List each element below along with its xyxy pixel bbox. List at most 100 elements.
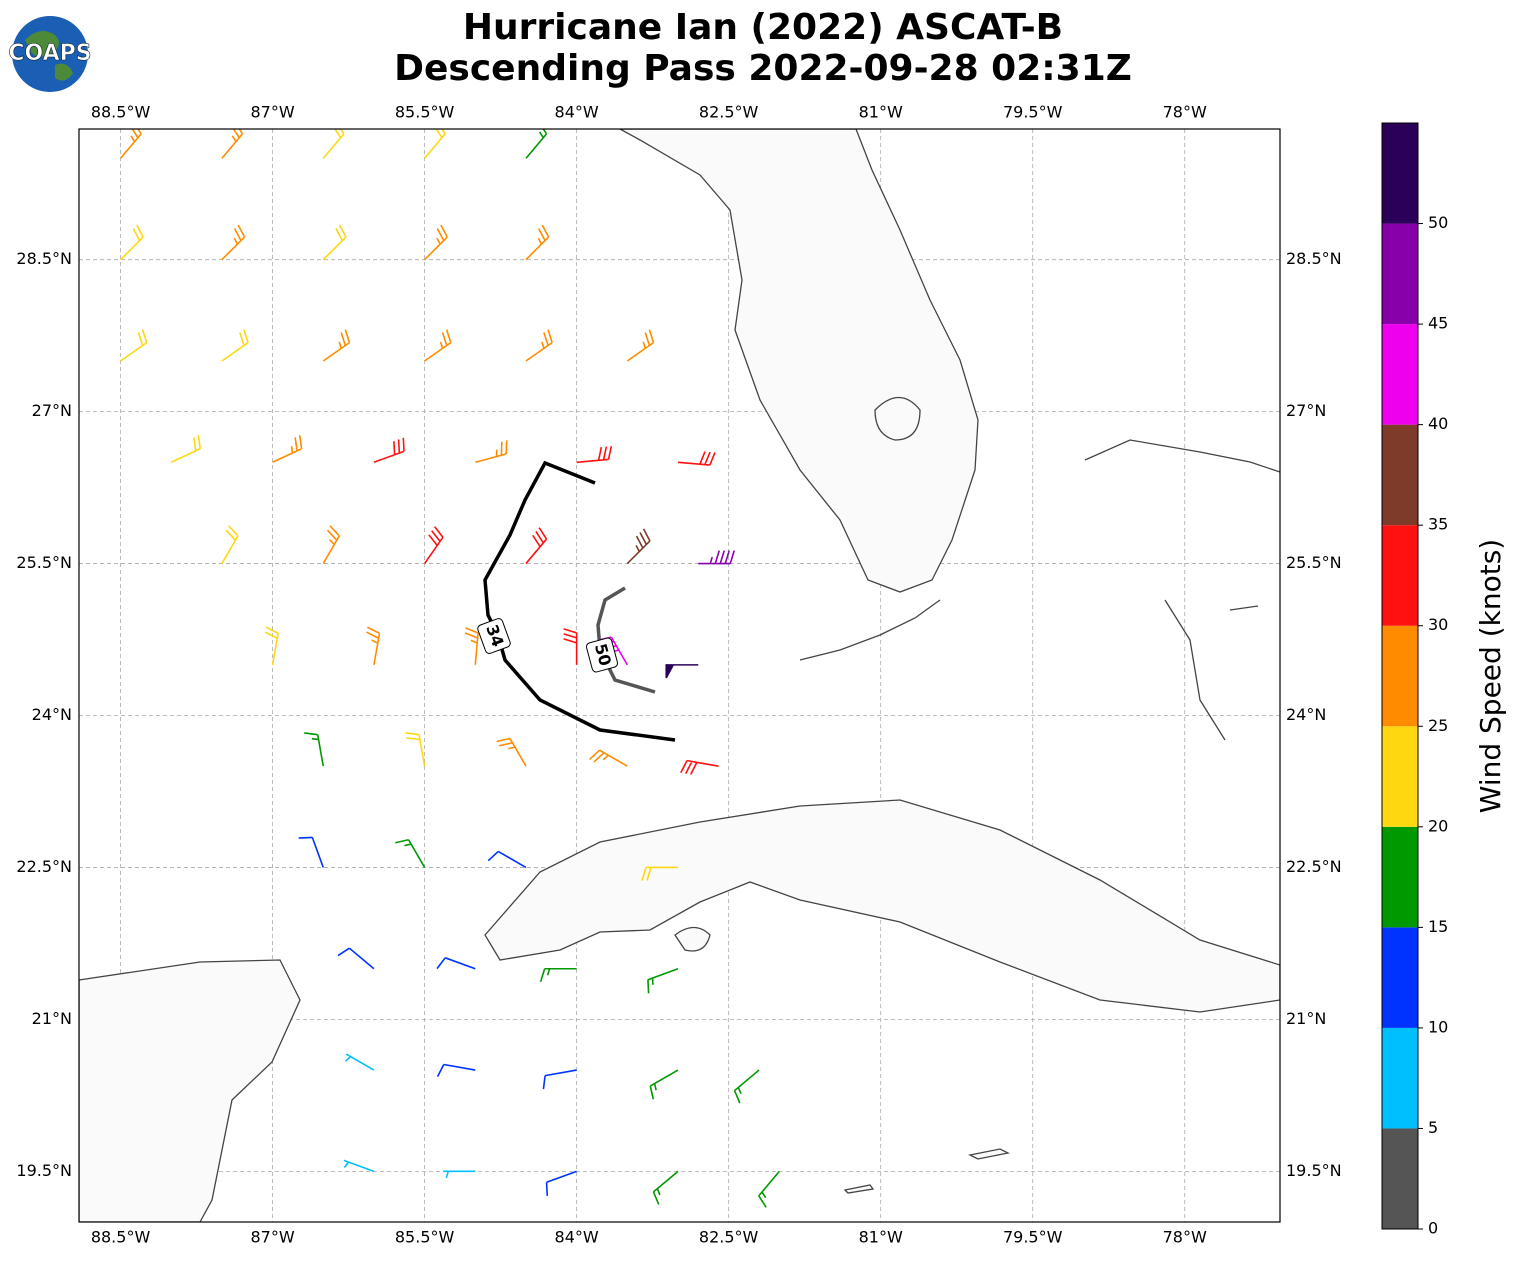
bahamas: [1084, 439, 1280, 741]
wind-barb: [649, 1069, 679, 1100]
y-tick-label: 19.5°N: [16, 1161, 72, 1180]
wind-barb: [405, 732, 426, 767]
wind-barb: [641, 866, 678, 881]
wind-barb: [443, 1170, 476, 1179]
yucatan: [79, 959, 301, 1222]
y-tick-label: 25.5°N: [1286, 553, 1342, 572]
colorbar-tick-label: 0: [1428, 1219, 1438, 1238]
wind-barb: [487, 850, 527, 869]
x-tick-label: 79.5°W: [1003, 103, 1063, 122]
colorbar-tick-label: 40: [1428, 414, 1448, 433]
chart-title: Hurricane Ian (2022) ASCAT-B: [463, 7, 1063, 48]
wind-barb: [221, 329, 249, 362]
wind-barb: [626, 329, 655, 362]
wind-barb: [542, 1069, 577, 1090]
wind-barb: [221, 129, 244, 159]
wind-barb: [423, 526, 444, 565]
y-tick-label: 28.5°N: [1286, 249, 1342, 268]
wind-barb: [525, 129, 548, 159]
colorbar-bin: [1382, 123, 1418, 224]
jamaica-cayman: [843, 1148, 1010, 1194]
wind-barb: [525, 527, 548, 565]
colorbar-bin: [1382, 826, 1418, 928]
x-tick-label: 78°W: [1163, 1228, 1207, 1247]
wind-barb: [436, 1063, 476, 1077]
x-tick-label: 85.5°W: [395, 1228, 455, 1247]
colorbar-bin: [1382, 726, 1418, 827]
wind-barb: [647, 968, 679, 994]
y-tick-label: 21°N: [32, 1009, 72, 1028]
wind-barb: [424, 329, 452, 362]
wind-barb: [120, 329, 148, 362]
x-tick-label: 82.5°W: [699, 103, 759, 122]
wind-barb: [436, 957, 476, 970]
colorbar-bin: [1382, 223, 1418, 325]
colorbar-bin: [1382, 625, 1418, 727]
contours: 34 50: [477, 460, 676, 742]
colorbar-tick-label: 15: [1428, 917, 1448, 936]
florida-keys: [799, 599, 941, 661]
y-tick-label: 27°N: [1286, 401, 1326, 420]
x-tick-label: 87°W: [250, 1228, 294, 1247]
colorbar-tick-label: 5: [1428, 1118, 1438, 1137]
y-tick-label: 22.5°N: [1286, 857, 1342, 876]
colorbar-bin: [1382, 927, 1418, 1028]
wind-barb: [475, 440, 508, 464]
wind-barb: [539, 967, 577, 982]
wind-barb: [345, 1053, 375, 1071]
x-tick-label: 79.5°W: [1003, 1228, 1063, 1247]
colorbar-tick-label: 45: [1428, 314, 1448, 333]
florida: [619, 129, 979, 593]
wind-barb: [677, 451, 716, 466]
plot-frame: [78, 128, 1281, 1223]
colorbar-bin: [1382, 525, 1418, 626]
contour-label-box: [477, 618, 511, 654]
logo-text: COAPS: [8, 41, 91, 66]
logo-land: [25, 31, 73, 81]
wind-barb: [322, 129, 345, 159]
x-tick-label: 84°W: [555, 1228, 599, 1247]
isla-juventud: [674, 926, 711, 952]
colorbar-bin: [1382, 424, 1418, 526]
wind-barb: [464, 627, 479, 665]
y-tick-label: 27°N: [32, 401, 72, 420]
colorbar-bin: [1382, 324, 1418, 425]
colorbar-bin: [1382, 1128, 1418, 1229]
wind-barb: [733, 1069, 760, 1104]
wind-barb: [366, 626, 381, 666]
wind-barb: [652, 1170, 679, 1205]
wind-barb: [343, 1159, 375, 1173]
wind-barb: [626, 528, 651, 565]
x-tick-label: 85.5°W: [395, 103, 455, 122]
wind-barb: [496, 737, 527, 767]
colorbar-frame: [1381, 122, 1419, 1230]
colorbar-tick-label: 10: [1428, 1017, 1448, 1036]
wind-barb: [395, 838, 426, 868]
colorbar-tick-label: 25: [1428, 716, 1448, 735]
colorbar-tick-label: 35: [1428, 515, 1448, 534]
cuba: [484, 799, 1280, 1013]
wind-barb: [424, 224, 448, 261]
wind-barb: [272, 435, 303, 463]
wind-barb: [423, 129, 446, 159]
y-tick-label: 24°N: [1286, 705, 1326, 724]
x-tick-label: 81°W: [859, 1228, 903, 1247]
x-tick-label: 82.5°W: [699, 1228, 759, 1247]
wind-barb: [545, 1170, 577, 1196]
x-tick-label: 81°W: [859, 103, 903, 122]
colorbar-bin: [1382, 1027, 1418, 1129]
colorbar-tick-label: 30: [1428, 615, 1448, 634]
wind-barb: [698, 550, 736, 565]
wind-barb: [119, 224, 144, 261]
y-tick-label: 19.5°N: [1286, 1161, 1342, 1180]
wind-barb: [576, 446, 613, 464]
wind-barb: [221, 224, 246, 261]
x-tick-label: 88.5°W: [91, 1228, 151, 1247]
x-tick-label: 87°W: [250, 103, 294, 122]
wind-barb: [322, 329, 351, 362]
x-tick-label: 78°W: [1163, 103, 1207, 122]
wind-barb: [322, 224, 347, 261]
wind-barb: [170, 435, 202, 463]
wind-barb: [665, 664, 699, 679]
